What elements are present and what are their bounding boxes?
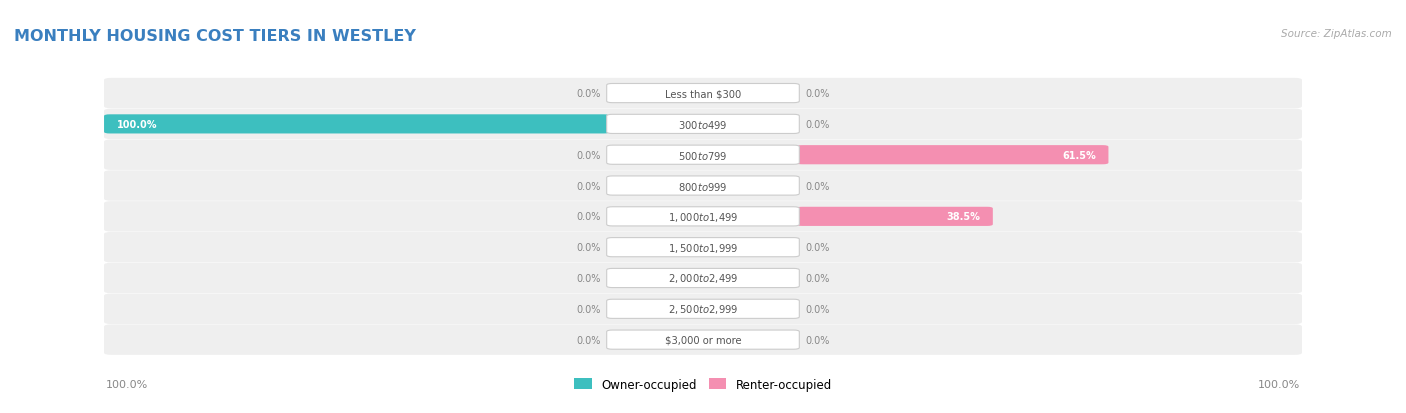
Text: 0.0%: 0.0% — [576, 89, 602, 99]
Text: $1,500 to $1,999: $1,500 to $1,999 — [668, 241, 738, 254]
Text: 100.0%: 100.0% — [105, 379, 148, 389]
Text: $1,000 to $1,499: $1,000 to $1,499 — [668, 210, 738, 223]
Text: Less than $300: Less than $300 — [665, 89, 741, 99]
Text: 0.0%: 0.0% — [806, 120, 830, 130]
Text: 0.0%: 0.0% — [806, 304, 830, 314]
Text: Source: ZipAtlas.com: Source: ZipAtlas.com — [1281, 29, 1392, 39]
Text: 0.0%: 0.0% — [576, 304, 602, 314]
Text: MONTHLY HOUSING COST TIERS IN WESTLEY: MONTHLY HOUSING COST TIERS IN WESTLEY — [14, 29, 416, 44]
Text: 38.5%: 38.5% — [946, 212, 980, 222]
Text: 0.0%: 0.0% — [806, 89, 830, 99]
Text: 0.0%: 0.0% — [576, 242, 602, 253]
Text: 0.0%: 0.0% — [806, 242, 830, 253]
Text: 0.0%: 0.0% — [806, 335, 830, 345]
Text: 0.0%: 0.0% — [806, 181, 830, 191]
Text: 0.0%: 0.0% — [576, 212, 602, 222]
Text: 0.0%: 0.0% — [576, 150, 602, 160]
Text: 0.0%: 0.0% — [576, 335, 602, 345]
Text: 61.5%: 61.5% — [1062, 150, 1095, 160]
Text: 100.0%: 100.0% — [117, 120, 157, 130]
Text: 100.0%: 100.0% — [1258, 379, 1301, 389]
Text: 0.0%: 0.0% — [806, 273, 830, 283]
Text: 0.0%: 0.0% — [576, 181, 602, 191]
Text: $3,000 or more: $3,000 or more — [665, 335, 741, 345]
Text: $500 to $799: $500 to $799 — [678, 150, 728, 161]
Legend: Owner-occupied, Renter-occupied: Owner-occupied, Renter-occupied — [574, 377, 832, 391]
Text: 0.0%: 0.0% — [576, 273, 602, 283]
Text: $2,000 to $2,499: $2,000 to $2,499 — [668, 272, 738, 285]
Text: $800 to $999: $800 to $999 — [678, 180, 728, 192]
Text: $2,500 to $2,999: $2,500 to $2,999 — [668, 303, 738, 316]
Text: $300 to $499: $300 to $499 — [678, 119, 728, 131]
